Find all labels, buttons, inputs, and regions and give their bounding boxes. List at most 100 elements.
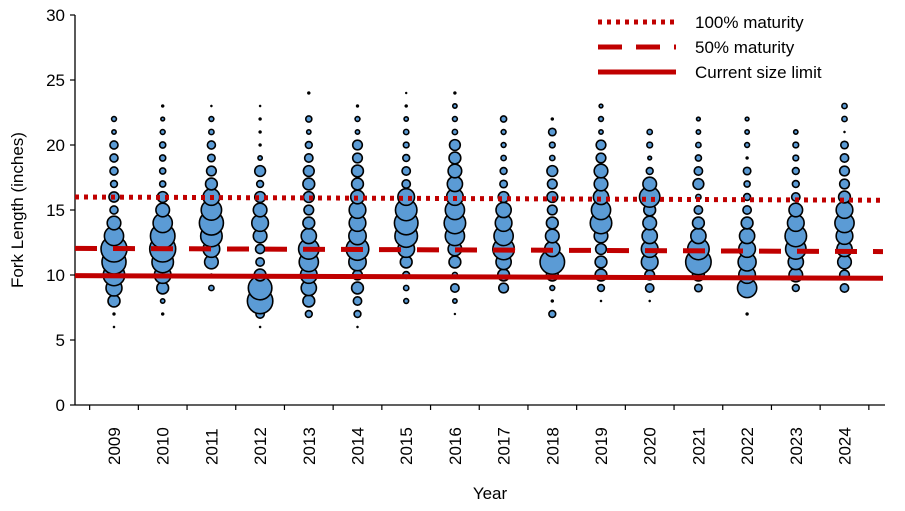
- x-tick-label: 2016: [446, 427, 465, 465]
- bubble: [695, 129, 702, 135]
- bubble-column-2021: [684, 116, 712, 293]
- bubble: [838, 165, 851, 177]
- bubble: [258, 143, 262, 147]
- bubble-column-2014: [345, 104, 370, 329]
- bubble: [596, 283, 606, 293]
- x-tick-label: 2010: [154, 427, 173, 465]
- bubble: [691, 216, 706, 230]
- bubble: [111, 129, 117, 135]
- bubble: [448, 255, 462, 269]
- reference-line-solid: [74, 273, 884, 281]
- y-tick-label: 5: [56, 331, 65, 350]
- bubble: [791, 166, 800, 176]
- bubble: [694, 154, 703, 162]
- bubble: [694, 141, 702, 149]
- bubble: [404, 91, 408, 95]
- bubble: [350, 164, 365, 178]
- bubble-column-2019: [589, 103, 613, 303]
- bubble-column-2016: [443, 91, 467, 316]
- bubble: [350, 177, 365, 191]
- bubble: [839, 153, 850, 163]
- bubble: [451, 103, 458, 109]
- bubble: [644, 283, 655, 293]
- bubble: [402, 141, 410, 149]
- bubble: [351, 139, 364, 151]
- bubble: [548, 141, 556, 149]
- bubble: [356, 325, 359, 329]
- y-axis-label: Fork Length (inches): [8, 132, 27, 288]
- legend-label: Current size limit: [695, 63, 822, 82]
- bubble: [499, 166, 508, 176]
- bubble: [302, 216, 316, 230]
- bubble: [645, 166, 654, 176]
- y-tick-label: 15: [46, 201, 65, 220]
- bubble: [109, 153, 119, 163]
- bubble: [109, 205, 119, 215]
- bubble: [106, 215, 122, 231]
- bubble: [547, 127, 557, 137]
- bubble: [160, 312, 165, 316]
- bubble: [352, 296, 363, 306]
- legend: 100% maturity 50% maturity Current size li…: [598, 13, 822, 82]
- bubble: [447, 163, 463, 179]
- bubble: [451, 115, 459, 123]
- x-tick-label: 2009: [105, 427, 124, 465]
- bubble: [302, 177, 316, 191]
- bubble: [544, 228, 560, 244]
- bubble: [160, 104, 165, 108]
- bubble: [448, 151, 462, 165]
- bubble: [839, 283, 850, 293]
- bubble: [744, 116, 750, 122]
- bubble: [305, 129, 312, 135]
- bubbles: [100, 91, 855, 329]
- bubble-column-2012: [246, 104, 274, 329]
- y-tick-label: 20: [46, 136, 65, 155]
- bubble: [745, 312, 749, 316]
- bubble: [258, 104, 262, 108]
- bubble: [110, 115, 118, 123]
- bubble: [449, 283, 460, 293]
- reference-line-dashed: [74, 245, 884, 255]
- bubble: [647, 155, 653, 161]
- bubble: [304, 115, 313, 123]
- bubble: [744, 129, 751, 135]
- bubble: [599, 299, 603, 303]
- bubble: [109, 140, 119, 150]
- bubble-column-2009: [100, 115, 128, 329]
- bubble: [646, 128, 654, 136]
- bubble: [350, 281, 365, 295]
- bubble: [646, 141, 654, 149]
- x-tick-label: 2024: [836, 427, 855, 465]
- bubble: [300, 227, 318, 245]
- x-tick-label: 2020: [641, 427, 660, 465]
- x-tick-label: 2012: [251, 427, 270, 465]
- bubble: [402, 153, 411, 163]
- bubble: [839, 140, 850, 150]
- bubble: [545, 216, 559, 230]
- bubble: [742, 192, 752, 202]
- x-ticks: 2009 2010 2011 2012 2013 2014 2015 2016 2017 2018…: [89, 405, 870, 465]
- bubble: [304, 140, 313, 150]
- bubble: [642, 176, 658, 192]
- bubble: [303, 153, 314, 163]
- bubble: [155, 202, 171, 218]
- bubble: [159, 298, 166, 304]
- x-tick-label: 2022: [738, 427, 757, 465]
- bubble-column-2018: [539, 117, 566, 319]
- bubble: [401, 179, 412, 189]
- y-tick-label: 25: [46, 71, 65, 90]
- bubble: [594, 255, 608, 269]
- bubble-column-2015: [393, 91, 419, 305]
- bubble: [546, 164, 559, 178]
- bubble: [497, 282, 510, 294]
- bubble: [593, 176, 609, 192]
- bubble: [112, 325, 116, 329]
- reference-lines-front: [74, 194, 884, 281]
- y-tick-label: 0: [56, 396, 65, 415]
- bubble: [304, 309, 313, 319]
- bubble: [695, 116, 702, 122]
- x-tick-label: 2014: [349, 427, 368, 465]
- bubble: [252, 202, 268, 218]
- bubble: [692, 177, 705, 191]
- bubble-column-2013: [297, 91, 320, 319]
